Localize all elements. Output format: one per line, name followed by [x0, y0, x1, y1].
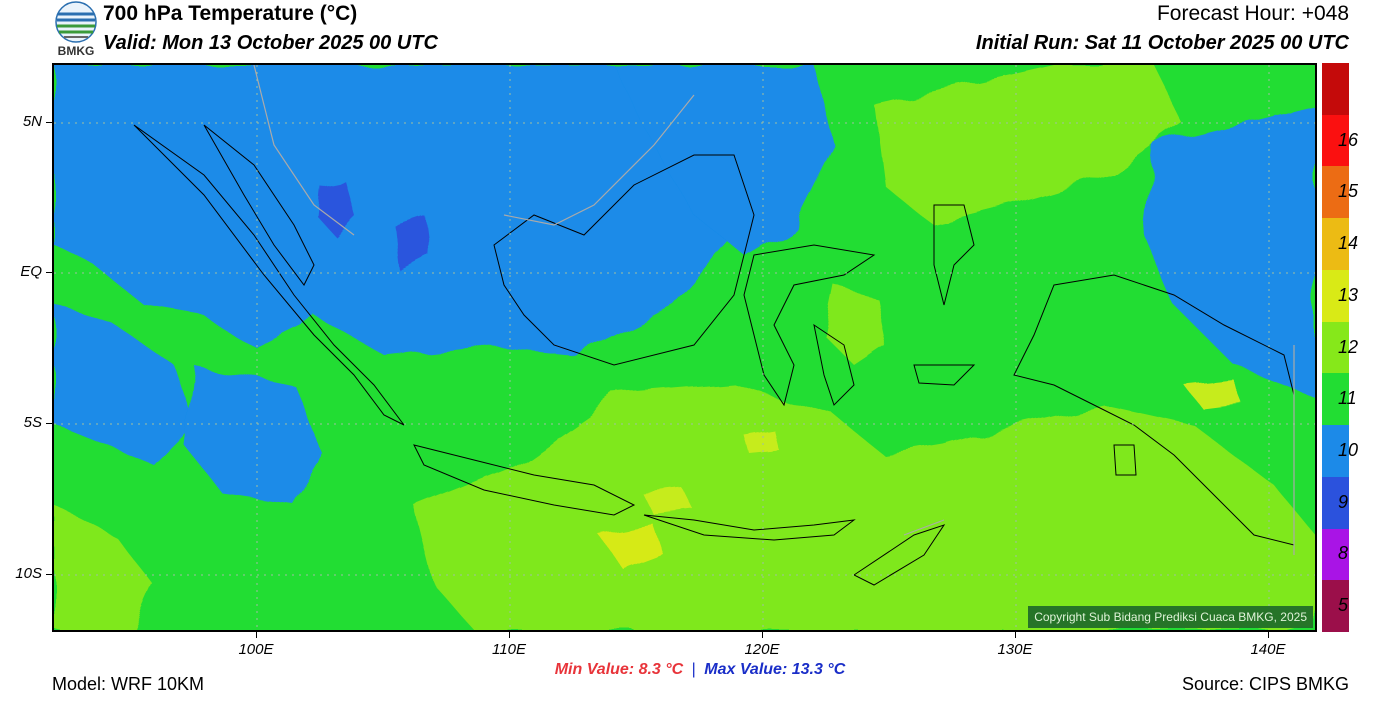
- coast-sumatra: [133, 124, 405, 426]
- lon-tick: [509, 632, 510, 638]
- initial-run: Initial Run: Sat 11 October 2025 00 UTC: [975, 32, 1349, 54]
- value-separator: |: [691, 661, 696, 678]
- coast-halmahera: [933, 204, 975, 306]
- coast-nusa: [643, 514, 856, 541]
- coast-sulawesi: [743, 244, 876, 407]
- coast-java: [413, 444, 636, 516]
- coast-malaya: [203, 124, 315, 286]
- temperature-field: [54, 65, 1315, 630]
- lat-tick: [46, 574, 52, 575]
- colorbar-bin: [1322, 114, 1349, 167]
- lon-tick: [256, 632, 257, 638]
- graticule: [54, 65, 1315, 630]
- lon-label-130e: 130E: [997, 641, 1033, 658]
- colorbar-label: 16: [1338, 129, 1359, 150]
- colorbar-bin: [1322, 63, 1349, 116]
- colorbar: [1322, 63, 1349, 633]
- country-borders: [253, 65, 1295, 555]
- colorbar-label: 14: [1338, 233, 1359, 254]
- logo-text: BMKG: [57, 44, 95, 58]
- source-label: Source: CIPS BMKG: [1181, 674, 1349, 694]
- border-timor: [903, 519, 945, 536]
- lat-label-5s: 5S: [23, 414, 42, 431]
- field-region-11-center: [824, 285, 884, 365]
- colorbar-bin: [1322, 528, 1349, 581]
- colorbar-label: 15: [1338, 181, 1359, 202]
- field-region-9-borneo: [614, 65, 834, 255]
- colorbar-bin: [1322, 218, 1349, 271]
- lat-label-5n: 5N: [22, 113, 42, 130]
- colorbar-label: 12: [1338, 336, 1359, 357]
- colorbar-bin: [1322, 373, 1349, 426]
- coastlines: [133, 124, 1295, 586]
- coast-timor: [853, 524, 946, 586]
- colorbar-label: 5: [1338, 595, 1349, 616]
- colorbar-label: 11: [1338, 388, 1357, 409]
- lat-label-eq: EQ: [20, 263, 42, 280]
- colorbar-label: 8: [1338, 543, 1349, 564]
- chart-title: 700 hPa Temperature (°C): [103, 2, 358, 25]
- lon-tick: [1015, 632, 1016, 638]
- border-borneo: [503, 94, 695, 226]
- field-region-9-east: [1144, 105, 1315, 395]
- field-region-8-b: [394, 215, 429, 270]
- bmkg-logo: BMKG: [52, 0, 100, 60]
- coast-papua: [1013, 274, 1295, 546]
- field-region-9-sw: [184, 365, 324, 505]
- coast-aru: [1113, 444, 1137, 476]
- copyright-notice: Copyright Sub Bidang Prediksi Cuaca BMKG…: [1028, 606, 1313, 628]
- min-max-values: Min Value: 8.3 °C | Max Value: 13.3 °C: [0, 661, 1400, 679]
- colorbar-label: 10: [1338, 439, 1359, 460]
- colorbar-bin: [1322, 476, 1349, 530]
- colorbar-bin: [1322, 580, 1349, 633]
- colorbar-bin: [1322, 166, 1349, 219]
- lon-label-140e: 140E: [1250, 641, 1286, 658]
- valid-time: Valid: Mon 13 October 2025 00 UTC: [103, 32, 438, 54]
- map-panel: Copyright Sub Bidang Prediksi Cuaca BMKG…: [52, 63, 1317, 632]
- bmkg-logo-icon: [55, 1, 97, 43]
- lat-tick: [46, 122, 52, 123]
- coast-borneo: [493, 154, 755, 366]
- coast-seram: [913, 364, 976, 386]
- field-region-11-papua: [1184, 380, 1244, 410]
- colorbar-bin: [1322, 425, 1349, 478]
- field-region-11-north: [874, 65, 1184, 225]
- min-value: Min Value: 8.3 °C: [554, 661, 684, 678]
- lon-label-120e: 120E: [744, 641, 780, 658]
- field-region-11-south: [414, 385, 1315, 630]
- max-value: Max Value: 13.3 °C: [704, 661, 846, 678]
- lat-tick: [46, 423, 52, 424]
- lat-tick: [46, 272, 52, 273]
- model-label: Model: WRF 10KM: [52, 674, 205, 694]
- lon-label-110e: 110E: [492, 641, 526, 658]
- coast-sulawesi-se: [813, 323, 855, 406]
- border-malaysia: [253, 65, 355, 236]
- field-region-9-north: [54, 65, 754, 355]
- colorbar-bin: [1322, 321, 1349, 374]
- field-region-12-a: [599, 525, 664, 570]
- field-region-8-a: [316, 180, 354, 235]
- lon-label-100e: 100E: [238, 641, 274, 658]
- forecast-hour: Forecast Hour: +048: [1156, 2, 1349, 25]
- lon-tick: [1268, 632, 1269, 638]
- colorbar-label: 13: [1338, 284, 1359, 305]
- field-region-9-west: [54, 305, 194, 465]
- colorbar-bin: [1322, 269, 1349, 323]
- field-region-11-sw: [54, 505, 154, 630]
- field-region-12-c: [744, 430, 779, 453]
- lat-label-10s: 10S: [15, 565, 42, 582]
- lon-tick: [762, 632, 763, 638]
- field-region-12-b: [644, 490, 694, 515]
- colorbar-label: 9: [1338, 491, 1349, 512]
